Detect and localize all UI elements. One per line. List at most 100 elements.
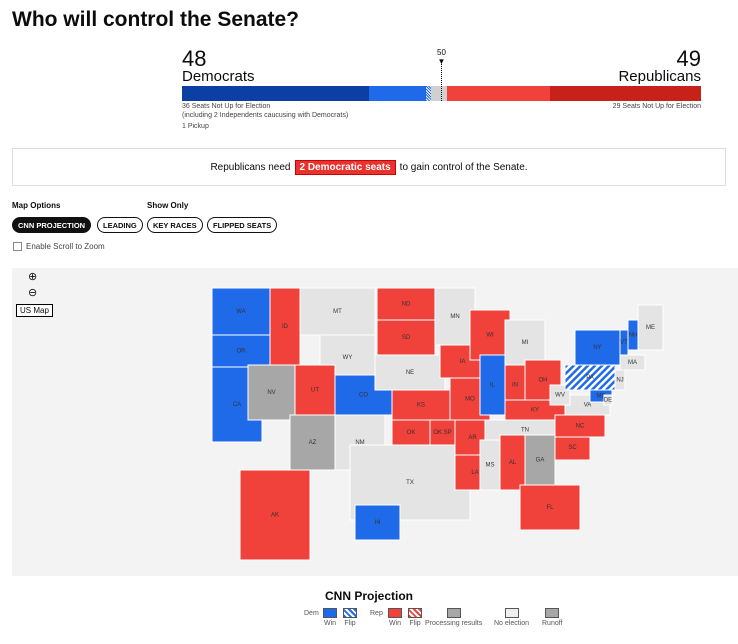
state-label: PA bbox=[586, 375, 594, 381]
state-de[interactable] bbox=[603, 394, 613, 406]
legend-dem-win: Win bbox=[323, 608, 337, 627]
legend-rep-flip: Flip bbox=[408, 608, 422, 627]
seat-bar bbox=[182, 86, 701, 101]
legend-no-election: No election bbox=[494, 608, 529, 627]
us-map-reset-button[interactable]: US Map bbox=[16, 304, 53, 317]
state-label: MS bbox=[486, 463, 495, 469]
state-ny[interactable] bbox=[574, 329, 621, 366]
state-label: AR bbox=[468, 435, 477, 441]
state-label: ND bbox=[402, 302, 411, 308]
bar-segment-dem-not-up bbox=[182, 86, 369, 101]
state-label: GA bbox=[536, 458, 545, 464]
state-label: KS bbox=[417, 403, 425, 409]
state-ne[interactable] bbox=[374, 354, 446, 391]
state-label: NH bbox=[629, 333, 638, 339]
state-label: AZ bbox=[309, 440, 317, 446]
state-label: NE bbox=[406, 370, 414, 376]
map-options-label: Map Options bbox=[12, 201, 61, 210]
rep-win-swatch bbox=[388, 608, 402, 618]
page-title: Who will control the Senate? bbox=[12, 8, 300, 31]
state-label: NJ bbox=[616, 378, 623, 384]
bar-segment-dem-flip bbox=[425, 86, 432, 101]
bar-segment-rep-won bbox=[446, 86, 551, 101]
show-only-label: Show Only bbox=[147, 201, 189, 210]
state-ak[interactable] bbox=[239, 469, 311, 561]
state-label: NC bbox=[576, 424, 585, 430]
state-wa[interactable] bbox=[211, 287, 271, 336]
state-label: IA bbox=[460, 359, 466, 365]
state-al[interactable] bbox=[499, 434, 526, 491]
key-races-button[interactable]: KEY RACES bbox=[147, 217, 203, 233]
state-label: TN bbox=[521, 428, 529, 434]
state-label: VA bbox=[584, 403, 592, 409]
state-ut[interactable] bbox=[294, 364, 336, 416]
state-me[interactable] bbox=[637, 304, 664, 351]
legend-rep-label: Rep bbox=[370, 610, 383, 617]
processing-swatch bbox=[446, 608, 461, 618]
bar-segment-rep-not-up bbox=[550, 86, 701, 101]
state-mn[interactable] bbox=[434, 287, 476, 346]
state-label: MI bbox=[522, 340, 529, 346]
state-label: SD bbox=[402, 335, 411, 341]
state-hi[interactable] bbox=[354, 504, 401, 541]
state-label: WV bbox=[555, 393, 565, 399]
state-fl[interactable] bbox=[519, 484, 581, 531]
control-text-end: to gain control of the Senate. bbox=[399, 161, 528, 173]
zoom-out-button[interactable]: ⊖ bbox=[28, 287, 38, 299]
rep-flip-swatch bbox=[408, 608, 422, 618]
state-mt[interactable] bbox=[299, 287, 376, 336]
state-nj[interactable] bbox=[614, 369, 626, 391]
state-label: MA bbox=[628, 360, 637, 366]
runoff-swatch bbox=[545, 608, 560, 618]
legend-runoff: Runoff bbox=[542, 608, 563, 627]
legend-processing: Processing results bbox=[425, 608, 482, 627]
rep-seat-count: 49 bbox=[676, 46, 701, 71]
state-id[interactable] bbox=[269, 287, 301, 366]
state-label: WA bbox=[236, 309, 245, 315]
state-label: WY bbox=[343, 355, 353, 361]
state-label: UT bbox=[311, 388, 319, 394]
state-mi[interactable] bbox=[504, 319, 546, 366]
state-label: AL bbox=[509, 460, 517, 466]
state-label: LA bbox=[471, 470, 478, 476]
zoom-in-button[interactable]: ⊕ bbox=[28, 271, 38, 283]
dem-notes: 36 Seats Not Up for Election (including 2… bbox=[182, 103, 349, 130]
state-label: OK SP bbox=[433, 430, 451, 436]
legend-title: CNN Projection bbox=[324, 589, 413, 603]
state-label: IL bbox=[490, 383, 496, 389]
dem-win-swatch bbox=[323, 608, 337, 618]
dem-label: Democrats bbox=[182, 68, 255, 85]
state-label: MN bbox=[450, 314, 459, 320]
state-label: MO bbox=[465, 397, 475, 403]
dem-seat-count: 48 bbox=[182, 46, 207, 71]
state-label: HI bbox=[375, 520, 381, 526]
legend-dem-flip: Flip bbox=[343, 608, 357, 627]
state-label: OH bbox=[539, 378, 548, 384]
majority-line bbox=[441, 60, 442, 101]
state-label: NV bbox=[267, 390, 275, 396]
seats-needed-badge: 2 Democratic seats bbox=[294, 159, 396, 175]
flipped-seats-button[interactable]: FLIPPED SEATS bbox=[207, 217, 278, 233]
state-ks[interactable] bbox=[391, 389, 451, 421]
state-label: CA bbox=[233, 402, 241, 408]
state-ok-sp[interactable] bbox=[429, 419, 456, 446]
state-label: SC bbox=[568, 445, 577, 451]
state-ma[interactable] bbox=[619, 354, 646, 371]
state-az[interactable] bbox=[289, 414, 336, 471]
checkbox-icon[interactable] bbox=[13, 242, 22, 251]
state-label: FL bbox=[546, 505, 554, 511]
cnn-projection-button[interactable]: CNN PROJECTION bbox=[12, 217, 92, 233]
bar-segment-undecided bbox=[431, 86, 447, 101]
scroll-zoom-checkbox[interactable]: Enable Scroll to Zoom bbox=[13, 242, 105, 251]
senate-map: WA OR CA ID MT WY NV UT CO AZ NM ND SD NE KS OK OK SP TX M… bbox=[12, 268, 738, 576]
state-label: NY bbox=[593, 345, 601, 351]
dem-flip-swatch bbox=[343, 608, 357, 618]
state-label: IN bbox=[512, 383, 518, 389]
state-pa[interactable] bbox=[564, 364, 616, 391]
state-label: AK bbox=[271, 513, 279, 519]
bar-segment-dem-won bbox=[368, 86, 426, 101]
state-label: TX bbox=[406, 480, 414, 486]
state-nd[interactable] bbox=[376, 287, 436, 321]
leading-button[interactable]: LEADING bbox=[97, 217, 143, 233]
state-label: OR bbox=[237, 349, 247, 355]
